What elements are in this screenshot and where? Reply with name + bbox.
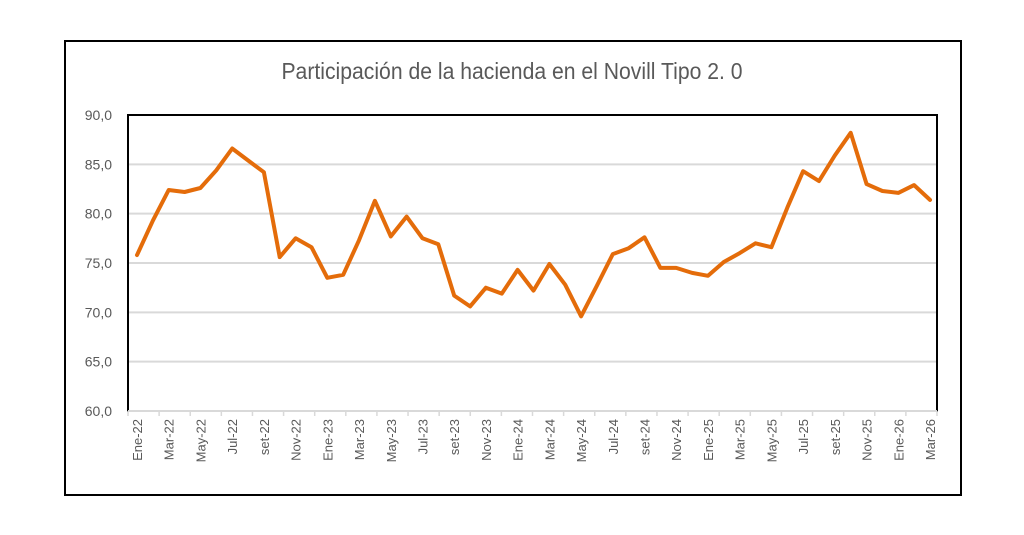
x-tick-label: set-22 — [257, 419, 272, 455]
x-tick-label: Nov-23 — [479, 419, 494, 461]
chart-title: Participación de la hacienda en el Novil… — [281, 58, 743, 84]
x-tick-label: Ene-26 — [891, 419, 906, 461]
y-tick-label: 80,0 — [85, 206, 112, 222]
x-tick-label: Ene-22 — [130, 419, 145, 461]
x-tick-label: Jul-23 — [415, 419, 430, 454]
x-tick-label: Mar-25 — [733, 419, 748, 460]
x-tick-label: Ene-23 — [320, 419, 335, 461]
x-tick-label: set-23 — [447, 419, 462, 455]
x-tick-label: Jul-24 — [606, 419, 621, 454]
series-line — [135, 130, 932, 319]
x-tick-label: Mar-24 — [542, 419, 557, 460]
y-tick-label: 75,0 — [85, 255, 112, 271]
x-tick-label: Mar-26 — [923, 419, 938, 460]
x-tick-label: May-22 — [193, 419, 208, 462]
x-tick-label: May-24 — [574, 419, 589, 462]
x-tick-label: Nov-24 — [669, 419, 684, 461]
x-tick-label: May-25 — [764, 419, 779, 462]
y-tick-label: 60,0 — [85, 403, 112, 419]
x-tick-label: set-25 — [828, 419, 843, 455]
x-tick-label: Nov-25 — [860, 419, 875, 461]
x-tick-label: Mar-22 — [162, 419, 177, 460]
x-tick-label: Jul-22 — [225, 419, 240, 454]
x-tick-label: set-24 — [638, 419, 653, 455]
x-tick-label: Ene-24 — [511, 419, 526, 461]
y-tick-label: 90,0 — [85, 107, 112, 123]
x-tick-label: Mar-23 — [352, 419, 367, 460]
chart-frame — [64, 40, 962, 496]
x-tick-label: Nov-22 — [289, 419, 304, 461]
x-tick-label: Jul-25 — [796, 419, 811, 454]
x-tick-label: May-23 — [384, 419, 399, 462]
x-tick-label: Ene-25 — [701, 419, 716, 461]
y-tick-label: 70,0 — [85, 304, 112, 320]
y-tick-label: 85,0 — [85, 156, 112, 172]
y-tick-label: 65,0 — [85, 354, 112, 370]
